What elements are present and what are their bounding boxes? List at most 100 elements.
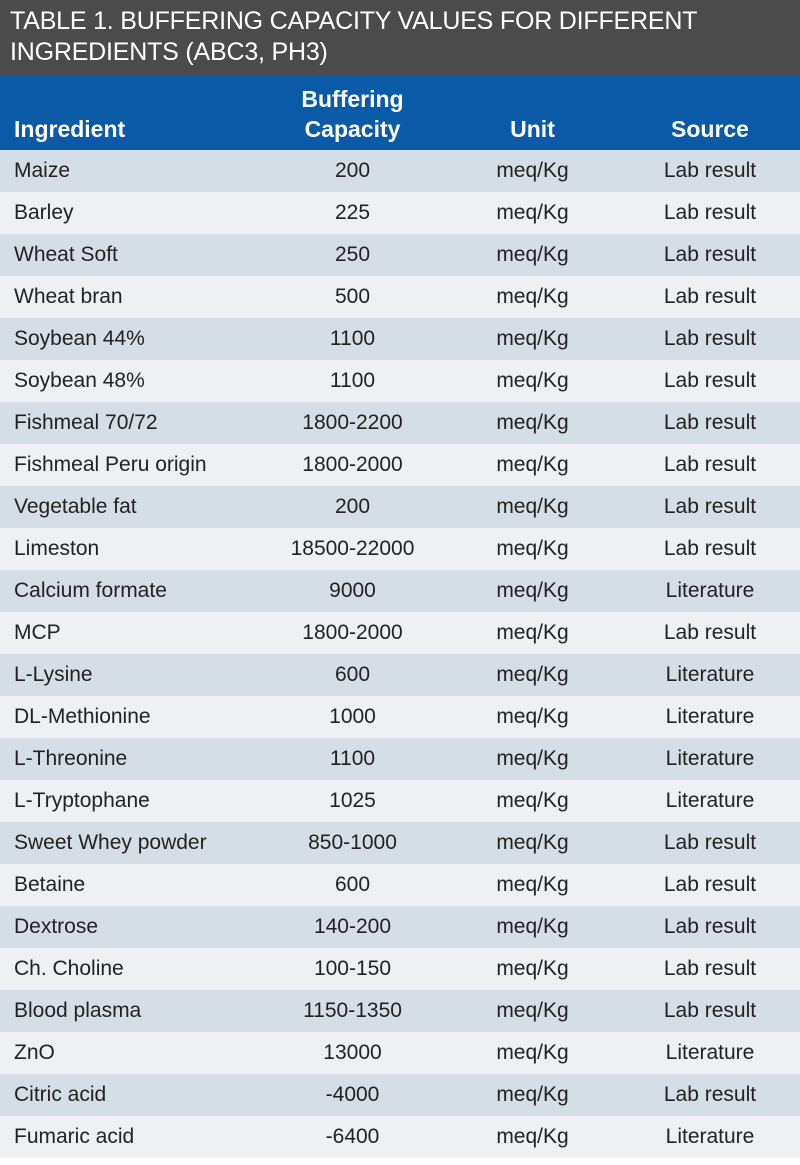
cell-buffering-capacity: 850-1000 <box>308 831 397 854</box>
cell-unit: meq/Kg <box>496 1125 569 1148</box>
cell-unit: meq/Kg <box>496 201 569 224</box>
cell-buffering-capacity: 200 <box>334 159 371 182</box>
cell-buffering-capacity: 1100 <box>329 327 376 350</box>
table-row: Sweet Whey powder 850-1000 meq/Kg Lab resul… <box>0 822 800 864</box>
cell-source: Lab result <box>663 159 757 182</box>
cell-source: Lab result <box>663 453 757 476</box>
cell-source: Lab result <box>663 957 757 980</box>
table-row: Betaine 600 meq/Kg Lab result <box>0 864 800 906</box>
cell-buffering-capacity: 140-200 <box>313 915 392 938</box>
cell-source: Lab result <box>663 915 757 938</box>
table-row: Vegetable fat 200 meq/Kg Lab result <box>0 486 800 528</box>
cell-unit: meq/Kg <box>496 915 569 938</box>
cell-source: Lab result <box>663 1083 757 1106</box>
cell-source: Lab result <box>663 873 757 896</box>
cell-buffering-capacity: 13000 <box>323 1041 382 1064</box>
cell-unit: meq/Kg <box>496 1041 569 1064</box>
cell-source: Literature <box>665 663 755 686</box>
cell-ingredient: Soybean 44% <box>14 327 145 350</box>
cell-buffering-capacity: 600 <box>334 663 371 686</box>
cell-source: Literature <box>665 1041 755 1064</box>
cell-unit: meq/Kg <box>496 1083 569 1106</box>
cell-unit: meq/Kg <box>496 957 569 980</box>
cell-unit: meq/Kg <box>496 621 569 644</box>
cell-buffering-capacity: 600 <box>334 873 371 896</box>
table-row: Fishmeal 70/72 1800-2200 meq/Kg Lab result <box>0 402 800 444</box>
cell-buffering-capacity: 1800-2000 <box>302 621 403 644</box>
cell-source: Lab result <box>663 537 757 560</box>
header-ingredient: Ingredient <box>14 116 126 142</box>
table-header: Ingredient Buffering Capacity Unit Sourc… <box>0 75 800 150</box>
table-body: Maize 200 meq/Kg Lab result Barley 225 meq/Kg L… <box>0 150 800 1158</box>
table-row: L-Threonine 1100 meq/Kg Literature <box>0 738 800 780</box>
table-row: Dextrose 140-200 meq/Kg Lab result <box>0 906 800 948</box>
cell-buffering-capacity: 18500-22000 <box>290 537 415 560</box>
header-source: Source <box>671 116 749 142</box>
cell-buffering-capacity: 225 <box>334 201 371 224</box>
table-row: Soybean 48% 1100 meq/Kg Lab result <box>0 360 800 402</box>
cell-ingredient: Blood plasma <box>14 999 142 1022</box>
cell-unit: meq/Kg <box>496 579 569 602</box>
table-row: Barley 225 meq/Kg Lab result <box>0 192 800 234</box>
cell-source: Lab result <box>663 495 757 518</box>
cell-ingredient: Dextrose <box>14 915 99 938</box>
cell-buffering-capacity: 1100 <box>329 369 376 392</box>
cell-unit: meq/Kg <box>496 159 569 182</box>
cell-buffering-capacity: 250 <box>334 243 371 266</box>
cell-ingredient: Fumaric acid <box>14 1125 135 1148</box>
cell-buffering-capacity: 9000 <box>329 579 376 602</box>
cell-buffering-capacity: 1800-2000 <box>302 453 403 476</box>
cell-ingredient: Wheat Soft <box>14 243 118 266</box>
cell-source: Lab result <box>663 831 757 854</box>
table-row: L-Tryptophane 1025 meq/Kg Literature <box>0 780 800 822</box>
cell-ingredient: Vegetable fat <box>14 495 137 518</box>
cell-buffering-capacity: 500 <box>334 285 371 308</box>
cell-buffering-capacity: -4000 <box>325 1083 380 1106</box>
table-row: Calcium formate 9000 meq/Kg Literature <box>0 570 800 612</box>
cell-buffering-capacity: 1150-1350 <box>303 999 402 1022</box>
table-row: Blood plasma 1150-1350 meq/Kg Lab result <box>0 990 800 1032</box>
cell-ingredient: Calcium formate <box>14 579 167 602</box>
cell-ingredient: Wheat bran <box>14 285 123 308</box>
cell-source: Lab result <box>663 411 757 434</box>
cell-ingredient: Maize <box>14 159 71 182</box>
cell-source: Lab result <box>663 327 757 350</box>
cell-source: Literature <box>665 1125 755 1148</box>
cell-unit: meq/Kg <box>496 537 569 560</box>
cell-unit: meq/Kg <box>496 285 569 308</box>
cell-ingredient: Soybean 48% <box>14 369 145 392</box>
cell-ingredient: ZnO <box>14 1041 55 1064</box>
cell-buffering-capacity: 100-150 <box>313 957 392 980</box>
cell-buffering-capacity: -6400 <box>325 1125 380 1148</box>
table-row: Ch. Choline 100-150 meq/Kg Lab result <box>0 948 800 990</box>
cell-buffering-capacity: 1800-2200 <box>302 411 403 434</box>
table-row: ZnO 13000 meq/Kg Literature <box>0 1032 800 1074</box>
table-row: Citric acid -4000 meq/Kg Lab result <box>0 1074 800 1116</box>
table-row: DL-Methionine 1000 meq/Kg Literature <box>0 696 800 738</box>
header-unit: Unit <box>510 116 555 142</box>
cell-ingredient: DL-Methionine <box>14 705 151 728</box>
table-row: Soybean 44% 1100 meq/Kg Lab result <box>0 318 800 360</box>
cell-source: Lab result <box>663 999 757 1022</box>
cell-ingredient: Barley <box>14 201 74 224</box>
cell-unit: meq/Kg <box>496 411 569 434</box>
table-row: Wheat bran 500 meq/Kg Lab result <box>0 276 800 318</box>
table-row: Maize 200 meq/Kg Lab result <box>0 150 800 192</box>
cell-source: Lab result <box>663 201 757 224</box>
cell-ingredient: L-Threonine <box>14 747 128 770</box>
cell-ingredient: Fishmeal Peru origin <box>14 453 207 476</box>
cell-source: Lab result <box>663 285 757 308</box>
cell-unit: meq/Kg <box>496 999 569 1022</box>
cell-ingredient: L-Tryptophane <box>14 789 150 812</box>
cell-ingredient: Betaine <box>14 873 86 896</box>
cell-ingredient: Sweet Whey powder <box>14 831 207 854</box>
cell-source: Lab result <box>663 243 757 266</box>
cell-source: Literature <box>665 705 755 728</box>
cell-ingredient: Limeston <box>14 537 100 560</box>
cell-source: Lab result <box>663 621 757 644</box>
cell-ingredient: MCP <box>14 621 61 644</box>
cell-ingredient: L-Lysine <box>14 663 93 686</box>
cell-unit: meq/Kg <box>496 369 569 392</box>
cell-unit: meq/Kg <box>496 243 569 266</box>
cell-buffering-capacity: 1000 <box>329 705 376 728</box>
